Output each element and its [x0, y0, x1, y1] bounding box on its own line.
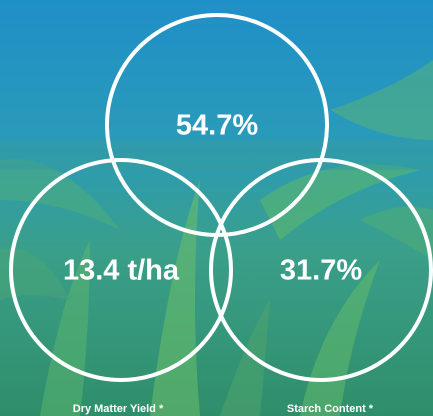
stat-value: 13.4 t/ha: [63, 255, 180, 287]
stat-label: Starch Content *: [287, 403, 374, 415]
page: 54.7% 13.4 t/ha 31.7% Dry Matter Yield *…: [0, 0, 433, 416]
stat-value: 31.7%: [280, 255, 362, 287]
infographic: 54.7% 13.4 t/ha 31.7% Dry Matter Yield *…: [0, 0, 433, 416]
stat-label: Dry Matter Yield *: [73, 403, 164, 415]
stat-value: 54.7%: [176, 110, 258, 142]
